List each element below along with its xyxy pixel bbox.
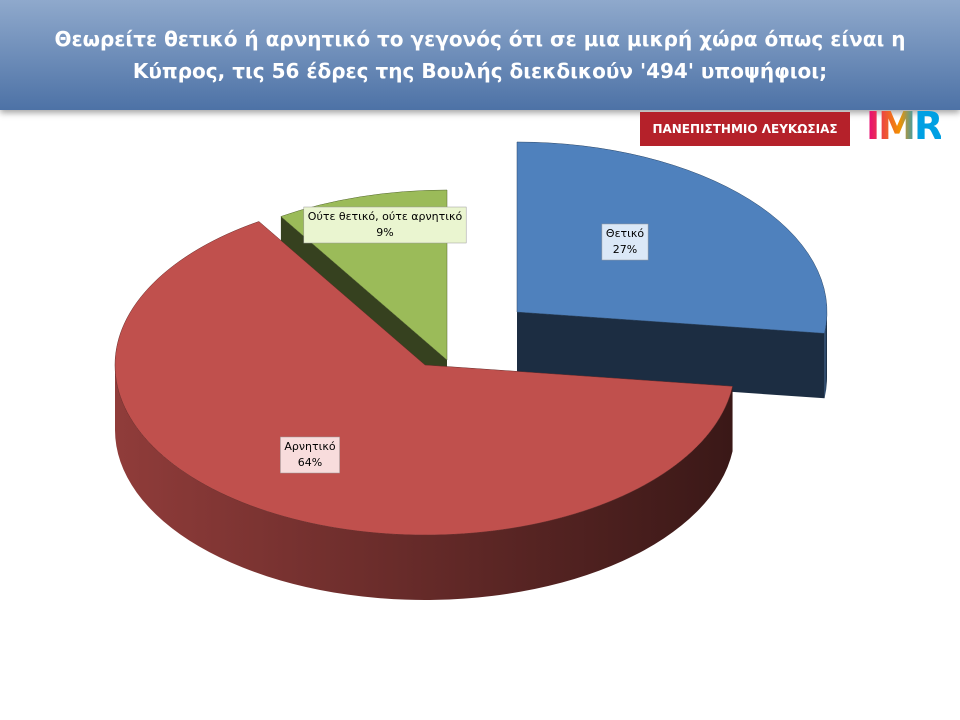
chart-title: Θεωρείτε θετικό ή αρνητικό το γεγονός ότ…: [54, 27, 906, 83]
slice-wall: [115, 365, 733, 600]
label-category: Ούτε θετικό, ούτε αρνητικό: [308, 210, 463, 223]
label-value: 27%: [613, 243, 637, 256]
university-logo: ΠΑΝΕΠΙΣΤΗΜΙΟ ΛΕΥΚΩΣΙΑΣ: [640, 112, 850, 146]
slice-wall: [824, 312, 827, 399]
header: Θεωρείτε θετικό ή αρνητικό το γεγονός ότ…: [0, 0, 960, 110]
slice: [516, 141, 828, 334]
label-category: Θετικό: [606, 227, 644, 240]
imr-logo: IMR: [866, 104, 943, 148]
label-value: 9%: [376, 226, 393, 239]
data-label: Ούτε θετικό, ούτε αρνητικό 9%: [303, 206, 467, 244]
data-label: Θετικό 27%: [601, 223, 649, 261]
label-box: [601, 223, 649, 261]
data-label: Αρνητικό 64%: [280, 436, 340, 474]
label-value: 64%: [298, 456, 322, 469]
label-box: [303, 206, 467, 244]
slice: [114, 221, 733, 536]
label-box: [280, 436, 340, 474]
label-category: Αρνητικό: [284, 440, 335, 453]
